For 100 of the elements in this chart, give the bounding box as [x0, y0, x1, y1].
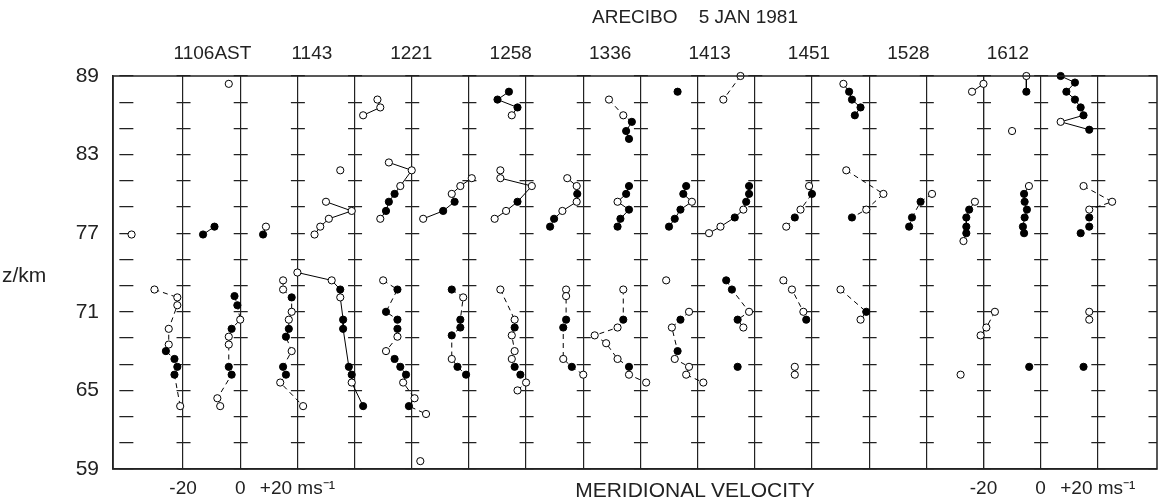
point: [461, 370, 471, 379]
point: [496, 174, 505, 183]
point: [563, 174, 572, 183]
point: [579, 370, 588, 379]
point: [507, 354, 516, 364]
point: [347, 370, 356, 379]
point: [796, 205, 805, 214]
point: [210, 222, 219, 231]
point: [670, 214, 679, 223]
text: 1258: [489, 42, 532, 64]
point: [396, 181, 405, 191]
point: [336, 285, 345, 294]
point: [719, 95, 728, 104]
point: [321, 197, 331, 206]
point: [742, 197, 751, 206]
point: [501, 206, 511, 216]
point: [339, 324, 348, 333]
point: [447, 189, 456, 198]
point: [862, 205, 871, 214]
text: 1143: [291, 42, 333, 64]
point: [699, 378, 708, 387]
y-axis-title: z/km: [2, 263, 47, 287]
point: [164, 340, 173, 349]
point: [416, 457, 425, 466]
point: [393, 285, 402, 294]
point: [624, 181, 634, 191]
point: [572, 197, 581, 206]
point: [513, 386, 522, 395]
point: [850, 111, 859, 120]
point: [299, 402, 308, 411]
text: 1336: [589, 42, 632, 64]
point: [393, 315, 402, 324]
point: [150, 285, 159, 294]
point: [667, 323, 676, 332]
point: [622, 189, 631, 198]
x-axis-title: MERIDIONAL VELOCITY: [575, 477, 815, 501]
point: [727, 285, 737, 294]
point: [287, 347, 296, 356]
point: [622, 126, 631, 136]
point: [339, 315, 348, 324]
point: [396, 362, 405, 371]
point: [284, 315, 293, 324]
point: [790, 362, 799, 371]
x-tick-label: +20 ms⁻¹: [259, 476, 335, 498]
point: [562, 291, 571, 301]
point: [733, 315, 742, 324]
text: 1612: [986, 42, 1029, 64]
point: [790, 370, 799, 379]
point: [173, 293, 182, 302]
point: [384, 158, 393, 167]
text: 1413: [688, 42, 731, 64]
point: [916, 197, 925, 206]
point: [613, 323, 622, 332]
point: [682, 370, 691, 379]
point: [376, 103, 385, 112]
point: [744, 181, 754, 191]
point: [624, 205, 634, 214]
point: [842, 166, 851, 175]
point: [613, 354, 622, 364]
y-tick-label: 65: [75, 377, 99, 401]
text: 1528: [887, 42, 930, 64]
point: [419, 214, 428, 223]
y-tick-label: 71: [75, 298, 99, 322]
point: [664, 222, 674, 231]
point: [673, 87, 682, 96]
text: 1221: [390, 42, 433, 64]
point: [613, 222, 622, 231]
point: [359, 111, 368, 120]
point: [407, 166, 416, 175]
point: [624, 134, 634, 143]
point: [504, 87, 514, 96]
point: [562, 285, 571, 294]
point: [324, 214, 333, 223]
point: [496, 166, 505, 175]
point: [490, 214, 499, 223]
point: [381, 307, 391, 316]
point: [684, 307, 694, 316]
point: [616, 214, 625, 223]
point: [676, 205, 685, 214]
text: 1106AST: [173, 42, 252, 64]
x-tick-label: 0: [234, 476, 246, 498]
point: [558, 206, 567, 216]
point: [287, 307, 296, 316]
point: [847, 95, 857, 104]
point: [447, 285, 456, 294]
point: [359, 402, 368, 411]
point: [447, 331, 456, 340]
point: [404, 402, 413, 411]
point: [679, 189, 688, 198]
point: [907, 213, 917, 222]
point: [642, 378, 651, 387]
point: [173, 301, 182, 310]
y-tick-label: 89: [75, 62, 99, 86]
point: [590, 331, 599, 340]
y-tick-label: 77: [75, 220, 99, 243]
point: [779, 276, 788, 285]
chart-title: ARECIBO 5 JAN 1981: [592, 6, 798, 28]
point: [496, 285, 505, 294]
point: [602, 339, 611, 348]
point: [453, 362, 462, 371]
